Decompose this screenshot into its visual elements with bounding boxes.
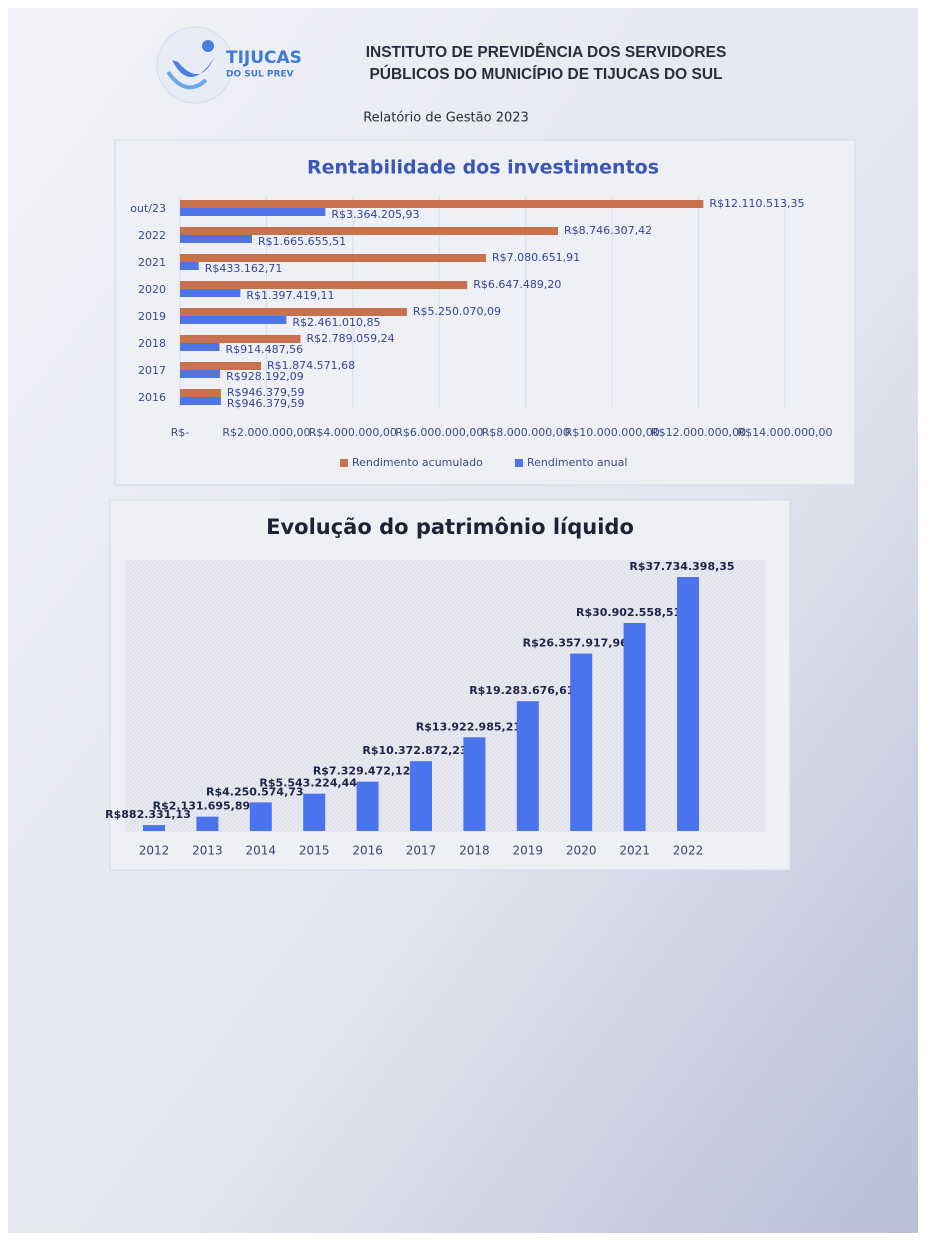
x-tick-label: 2016	[352, 844, 383, 858]
x-tick-label: 2012	[139, 844, 170, 858]
y-tick-label: 2017	[138, 364, 166, 377]
x-tick-label: R$6.000.000,00	[395, 426, 483, 439]
x-tick-label: R$-	[171, 426, 190, 439]
data-label: R$1.397.419,11	[246, 289, 334, 302]
legend-label: Rendimento acumulado	[352, 456, 483, 469]
data-label: R$6.647.489,20	[473, 278, 561, 291]
logo-circle	[157, 27, 233, 103]
chart-title: Evolução do patrimônio líquido	[266, 515, 634, 539]
bar	[180, 343, 220, 351]
data-label: R$3.364.205,93	[331, 208, 419, 221]
x-tick-label: R$2.000.000,00	[222, 426, 310, 439]
y-tick-label: 2020	[138, 283, 166, 296]
data-label: R$12.110.513,35	[709, 197, 804, 210]
data-label: R$8.746.307,42	[564, 224, 652, 237]
x-tick-label: R$12.000.000,00	[651, 426, 746, 439]
data-label: R$37.734.398,35	[629, 560, 734, 573]
data-label: R$7.080.651,91	[492, 251, 580, 264]
chart-title: Rentabilidade dos investimentos	[307, 157, 659, 179]
bar	[303, 794, 325, 831]
y-tick-label: 2018	[138, 337, 166, 350]
bar	[357, 782, 379, 831]
x-tick-label: 2015	[299, 844, 330, 858]
bar	[180, 208, 325, 216]
x-tick-label: 2017	[406, 844, 437, 858]
page: {"header": {"logo_text": "TIJUCAS", "log…	[0, 0, 934, 1241]
report-subtitle: Relatório de Gestão 2023	[363, 111, 529, 126]
logo-head	[202, 40, 214, 52]
data-label: R$26.357.917,96	[523, 637, 629, 650]
bar	[180, 281, 467, 289]
data-label: R$928.192,09	[226, 370, 304, 383]
bar	[180, 289, 240, 297]
data-label: R$19.283.676,61	[469, 684, 574, 697]
data-label: R$5.543.224,44	[259, 777, 357, 790]
data-label: R$30.902.558,51	[576, 606, 681, 619]
header-title: PÚBLICOS DO MUNICÍPIO DE TIJUCAS DO SUL	[369, 65, 722, 83]
data-label: R$2.131.695,89	[153, 800, 251, 813]
x-tick-label: 2022	[673, 844, 704, 858]
bar	[517, 701, 539, 831]
data-label: R$1.665.655,51	[258, 235, 346, 248]
x-tick-label: R$14.000.000,00	[737, 426, 832, 439]
document: TIJUCAS DO SUL PREV INSTITUTO DE PREVIDÊ…	[0, 0, 934, 1241]
bar	[180, 335, 301, 343]
data-label: R$10.372.872,23	[362, 744, 467, 757]
data-label: R$946.379,59	[227, 397, 305, 410]
bar	[180, 316, 286, 324]
y-tick-label: 2019	[138, 310, 166, 323]
bar	[180, 370, 220, 378]
x-tick-label: 2021	[619, 844, 650, 858]
data-label: R$2.789.059,24	[307, 332, 395, 345]
y-tick-label: out/23	[130, 202, 166, 215]
bar	[180, 262, 199, 270]
logo-subtext: DO SUL PREV	[226, 70, 294, 80]
bar	[180, 308, 407, 316]
x-tick-label: 2014	[246, 844, 277, 858]
x-tick-label: 2020	[566, 844, 597, 858]
bar	[143, 825, 165, 831]
bar	[180, 397, 221, 405]
bar	[180, 200, 703, 208]
x-tick-label: 2018	[459, 844, 490, 858]
data-label: R$914.487,56	[226, 343, 304, 356]
bar	[180, 235, 252, 243]
bar	[180, 227, 558, 235]
x-tick-label: R$8.000.000,00	[482, 426, 570, 439]
y-tick-label: 2022	[138, 229, 166, 242]
bar	[463, 737, 485, 831]
bar	[570, 654, 592, 831]
data-label: R$5.250.070,09	[413, 305, 501, 318]
bar	[624, 623, 646, 831]
bar	[410, 761, 432, 831]
x-tick-label: 2019	[513, 844, 544, 858]
y-tick-label: 2016	[138, 391, 166, 404]
x-tick-label: R$10.000.000,00	[565, 426, 660, 439]
legend-swatch	[340, 459, 348, 467]
bar	[677, 577, 699, 831]
data-label: R$433.162,71	[205, 262, 283, 275]
logo-text: TIJUCAS	[226, 48, 302, 68]
data-label: R$2.461.010,85	[292, 316, 380, 329]
data-label: R$7.329.472,12	[313, 765, 411, 778]
bar	[180, 254, 486, 262]
bar	[180, 389, 221, 397]
bar	[180, 362, 261, 370]
x-tick-label: 2013	[192, 844, 223, 858]
bar	[250, 802, 272, 831]
legend-label: Rendimento anual	[527, 456, 627, 469]
bar	[196, 817, 218, 831]
x-tick-label: R$4.000.000,00	[309, 426, 397, 439]
data-label: R$13.922.985,21	[416, 720, 521, 733]
header-title: INSTITUTO DE PREVIDÊNCIA DOS SERVIDORES	[366, 43, 727, 61]
legend-swatch	[515, 459, 523, 467]
y-tick-label: 2021	[138, 256, 166, 269]
